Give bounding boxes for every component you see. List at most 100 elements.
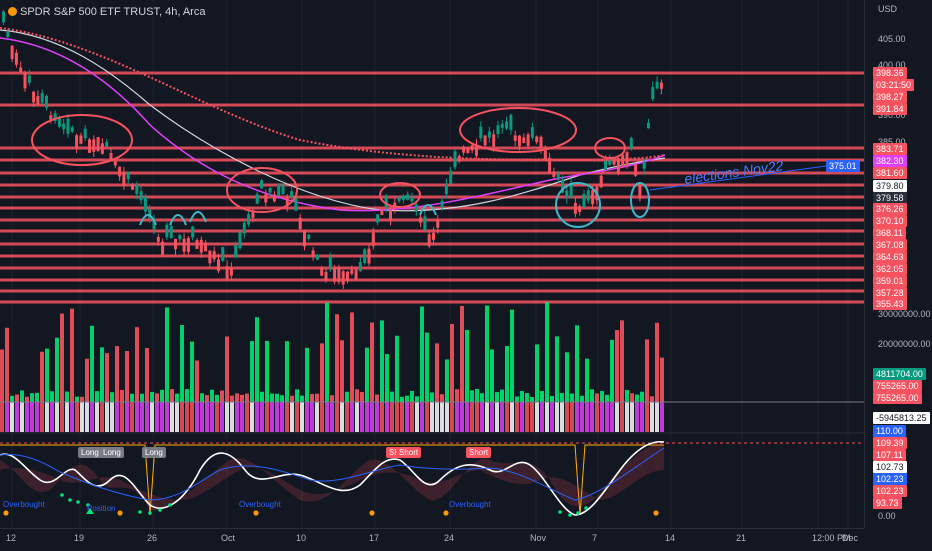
candle-body (655, 81, 659, 89)
symbol-title[interactable]: SPDR S&P 500 ETF TRUST, 4h, Arca (8, 6, 205, 18)
candle-body (543, 150, 547, 160)
candle-body (561, 179, 564, 193)
candle-body (212, 251, 216, 260)
volume-bar (515, 396, 519, 402)
candle-body (586, 190, 590, 201)
volume-base-bar (205, 402, 209, 432)
horizontal-line (0, 278, 864, 282)
candle-body (268, 188, 272, 193)
volume-bar (615, 330, 619, 402)
volume-bar (160, 389, 164, 402)
volume-base-bar (365, 402, 369, 432)
volume-bar (565, 352, 569, 402)
candle-body (135, 184, 139, 194)
time-label: 10 (296, 533, 307, 543)
candle-body (92, 139, 96, 152)
time-label: 14 (665, 533, 676, 543)
candle-body (75, 135, 79, 148)
oscillator-tag: 109.39 (873, 437, 907, 449)
time-label: Nov (530, 533, 547, 543)
candle-body (462, 146, 466, 153)
candle-body (242, 222, 246, 234)
candle-body (285, 198, 289, 206)
candle-body (320, 267, 324, 276)
candle-body (88, 139, 91, 153)
osc-orange-dot (117, 510, 123, 516)
volume-base-bar (305, 402, 309, 432)
volume-bar (485, 305, 489, 402)
volume-base-bar (120, 402, 124, 432)
price-tag: 362.05 (873, 263, 907, 275)
volume-bar (325, 302, 329, 402)
time-label: 7 (592, 533, 598, 543)
volume-bar (390, 391, 394, 402)
volume-base-bar (465, 402, 469, 432)
volume-base-bar (65, 402, 69, 432)
volume-bar (360, 392, 364, 402)
volume-bar (180, 325, 184, 402)
price-tag: 03:21:50 (873, 79, 915, 91)
volume-bar (440, 394, 444, 402)
ma-red-dotted (0, 27, 666, 162)
volume-bar (330, 395, 334, 402)
price-tag: 364.63 (873, 251, 907, 263)
volume-bar (95, 391, 99, 402)
candle-body (496, 125, 500, 134)
candle-body (311, 250, 315, 258)
volume-base-bar (395, 402, 399, 432)
drawn-circles (31, 107, 827, 228)
volume-base-bar (440, 402, 444, 432)
price-tick: 385.00 (878, 137, 906, 147)
volume-bar (510, 309, 514, 402)
candle-body (427, 234, 431, 247)
volume-base-bar (145, 402, 149, 432)
volume-bar (135, 327, 139, 402)
overbought-label: Overbought (449, 500, 491, 509)
volume-base-bar (390, 402, 394, 432)
annotation-callout[interactable]: 375.01 (826, 160, 860, 172)
symbol-title-text: SPDR S&P 500 ETF TRUST, 4h, Arca (20, 6, 206, 18)
red-circle (594, 137, 626, 159)
time-label: 12:00 PM (812, 533, 851, 543)
candle-body (483, 135, 487, 146)
volume-base-bar (570, 402, 574, 432)
candle-body (346, 271, 349, 281)
osc-orange-dot (369, 510, 375, 516)
candle-body (449, 170, 453, 184)
candle-body (621, 154, 625, 167)
price-tag: 367.08 (873, 239, 907, 251)
candle-body (100, 143, 104, 154)
time-scale[interactable] (0, 528, 864, 551)
candle-body (337, 267, 341, 283)
volume-bar (610, 339, 614, 402)
candle-body (139, 191, 143, 201)
volume-base-bar (330, 402, 334, 432)
volume-bar (590, 389, 594, 402)
candle-body (221, 247, 225, 261)
volume-bar (655, 322, 659, 402)
price-tag: 381.60 (873, 167, 907, 179)
candle-body (625, 152, 629, 166)
volume-base-bar (580, 402, 584, 432)
price-tick: 405.00 (878, 34, 906, 44)
volume-bar (465, 329, 469, 402)
volume-bar (350, 312, 354, 402)
volume-base-bar (275, 402, 279, 432)
volume-bar (175, 393, 179, 402)
volume-base-bar (5, 402, 9, 432)
candle-body (53, 113, 57, 122)
volume-bar (170, 389, 174, 402)
candle-body (608, 160, 612, 165)
candle-body (582, 193, 586, 208)
candle-body (27, 75, 31, 83)
volume-bar (145, 348, 149, 402)
volume-base-bar (250, 402, 254, 432)
volume-bar (270, 393, 274, 402)
horizontal-line (0, 254, 864, 258)
candle-body (578, 206, 582, 212)
volume-bar (230, 395, 234, 402)
volume-base-bar (325, 402, 329, 432)
volume-bar (555, 336, 559, 402)
volume-base-bar (400, 402, 404, 432)
